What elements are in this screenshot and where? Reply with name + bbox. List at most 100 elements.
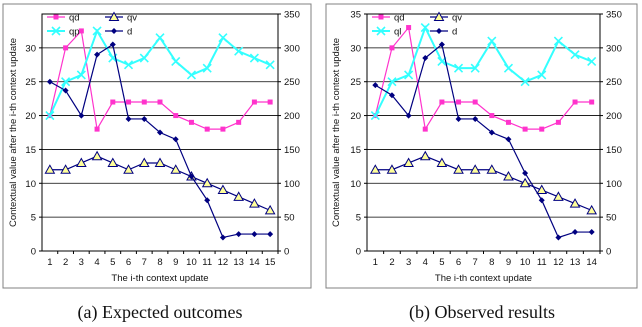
chart-b-ytick-label: 25	[350, 77, 361, 88]
chart-a-series-qd-point	[126, 99, 132, 105]
chart-a-xtick-label: 12	[218, 257, 229, 268]
chart-a-series-qd-point	[251, 99, 257, 105]
chart-a-series-qp-point	[61, 77, 71, 87]
chart-b-series-ql-point	[553, 36, 563, 46]
chart-b-series-qd-point	[439, 99, 445, 105]
chart-b-series-ql-point	[420, 22, 430, 33]
chart-a-legend-label-qv: qv	[127, 13, 137, 24]
chart-b-series-ql-point	[537, 70, 547, 80]
chart-a-series-qp	[45, 26, 275, 121]
chart-b-xtick-label: 4	[423, 257, 428, 268]
chart-b-series-d-point	[538, 197, 545, 204]
chart-a-xtick-label: 9	[173, 257, 178, 268]
chart-b-series-qv-point	[569, 198, 581, 208]
chart-a-legend-marker-qd	[53, 14, 59, 20]
chart-b-series-d-point	[405, 112, 412, 119]
chart-b-xtick-label: 11	[537, 257, 547, 268]
chart-a-series-qp-point	[92, 26, 102, 36]
chart-b-series-qd-point	[505, 119, 511, 125]
chart-b-series-d-point	[372, 82, 379, 89]
chart-a-series-d-point	[219, 234, 226, 241]
chart-a-series-qd-point	[188, 119, 194, 125]
chart-b-xlabel: The i-th context update	[435, 273, 532, 284]
chart-a-series-d-point	[94, 51, 101, 58]
chart-b-series-qd-point	[456, 99, 462, 105]
chart-a-series-d-point	[62, 87, 69, 94]
chart-b-xtick-label: 10	[520, 257, 531, 268]
chart-b-series-ql-point	[570, 50, 580, 60]
chart-b-series-qd-point	[539, 126, 545, 132]
chart-b-y2tick-label: 0	[606, 247, 611, 258]
chart-b-series-d-point	[472, 115, 479, 122]
chart-b-y2tick-label: 150	[606, 145, 622, 156]
chart-a-legend-label-qd: qd	[69, 13, 80, 24]
chart-b-series-d	[372, 41, 595, 241]
chart-b-legend-label-qd: qd	[394, 13, 405, 24]
chart-a-legend-marker-qv	[108, 11, 120, 21]
chart-a-series-d-point	[267, 231, 274, 238]
chart-a-xtick-label: 15	[265, 257, 276, 268]
chart-a-series-qp-point	[123, 60, 134, 70]
chart-a-series-d-point	[141, 115, 148, 122]
chart-a-series-qv-point	[233, 191, 245, 201]
chart-a-series-d-point	[204, 197, 211, 204]
chart-a-series-qd-point	[78, 28, 84, 34]
chart-a-series-d	[46, 41, 274, 241]
chart-b-series-qv-point	[386, 164, 398, 174]
chart-a-series-qv-point	[217, 184, 229, 195]
chart-a-y2tick-label: 100	[284, 179, 300, 190]
chart-b-series-ql	[370, 22, 597, 121]
chart-a-series-qp-point	[76, 70, 86, 80]
chart-b-xtick-label: 9	[506, 257, 511, 268]
chart-a-series-qv-point	[201, 177, 213, 188]
chart-b-series-ql-point	[404, 70, 414, 80]
chart-b-series-qv-point	[586, 204, 598, 215]
chart-b-series-ql-point	[520, 77, 530, 87]
chart-a-ylabel: Contextual value after the i-th context …	[8, 38, 19, 227]
chart-b-series-qd-line	[374, 26, 592, 131]
chart-a-series-d-point	[157, 129, 163, 136]
chart-a-series-qp-point	[155, 33, 165, 43]
chart-a-xlabel: The i-th context update	[111, 273, 208, 284]
chart-a-series-qd-point	[94, 126, 100, 132]
chart-b-plot-area	[366, 13, 601, 252]
chart-a-y2tick-label: 150	[284, 145, 300, 156]
chart-b-series-qv-point	[486, 164, 498, 174]
chart-b-xtick-label: 7	[473, 257, 478, 268]
chart-a-series-qp-point	[202, 63, 212, 73]
chart-b-series-d-point	[422, 55, 429, 62]
chart-a-series-qd-point	[267, 99, 273, 105]
chart-a-series-qv-point	[60, 164, 71, 174]
chart-a-ytick-label: 10	[25, 179, 36, 190]
chart-b-series-ql-point	[503, 63, 514, 73]
chart-a-series-d-point	[125, 115, 132, 122]
chart-b-ytick-label: 20	[350, 111, 361, 122]
chart-b-series-d-point	[555, 234, 562, 241]
chart-a-series-qv-point	[75, 157, 87, 167]
chart-b-series-d-point	[438, 41, 445, 48]
chart-b-y2tick-label: 100	[606, 179, 622, 190]
chart-b-ytick-label: 5	[356, 213, 361, 224]
chart-a-legend-marker-qp	[51, 26, 61, 36]
chart-a-y2tick-label: 350	[284, 10, 300, 21]
chart-b-series-qv-point	[553, 191, 564, 201]
chart-a-series-d-point	[172, 136, 179, 143]
chart-a-series-qv	[44, 150, 276, 215]
caption-a: (a) Expected outcomes	[78, 302, 243, 323]
chart-b-y2tick-label: 50	[606, 213, 617, 224]
chart-a-xtick-label: 8	[157, 257, 162, 268]
chart-a-series-d-point	[188, 173, 195, 180]
chart-a-series-qd-point	[220, 126, 226, 132]
chart-a-xtick-label: 2	[63, 257, 68, 268]
chart-b-series-qd-point	[589, 99, 595, 105]
chart-b-y2tick-label: 300	[606, 43, 622, 54]
chart-b-series-d-point	[455, 115, 462, 122]
chart-b-series-d-point	[488, 129, 495, 136]
chart-a-series-qv-point	[91, 150, 103, 161]
chart-b-legend-label-ql: ql	[394, 27, 401, 38]
chart-b-series-qv-point	[469, 164, 481, 174]
chart-a-series-qp-point	[139, 53, 149, 63]
chart-b-ytick-label: 30	[350, 43, 361, 54]
